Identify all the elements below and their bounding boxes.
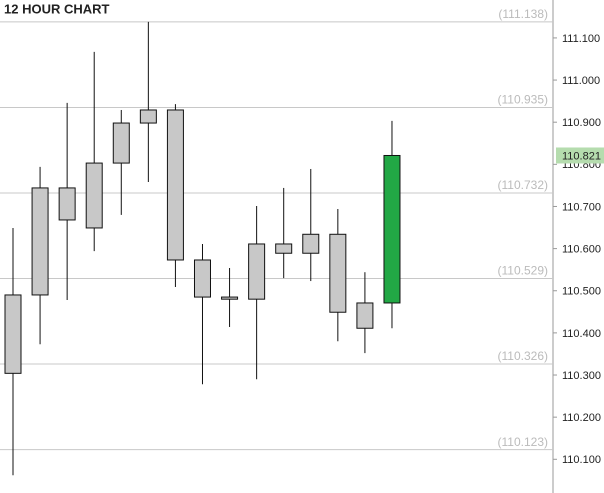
level-label: (110.935) <box>498 93 548 107</box>
level-label: (110.123) <box>498 435 548 449</box>
level-label: (110.732) <box>498 178 548 192</box>
candle-body <box>193 259 211 298</box>
y-tick-label: 111.100 <box>562 33 600 45</box>
candle-body <box>139 109 157 124</box>
level-label: (110.326) <box>498 349 548 363</box>
candle-body <box>58 187 76 221</box>
level-label: (110.529) <box>498 264 548 278</box>
price-tag-label: 110.821 <box>562 150 601 162</box>
y-tick-label: 110.700 <box>562 201 601 213</box>
y-tick-label: 110.400 <box>562 328 601 340</box>
y-tick-label: 111.000 <box>562 75 600 87</box>
candle-body <box>221 296 239 300</box>
y-tick-label: 110.500 <box>562 286 601 298</box>
candle-body <box>248 243 266 300</box>
chart-title: 12 HOUR CHART <box>4 1 110 16</box>
y-tick-label: 110.300 <box>562 370 601 382</box>
y-tick-label: 110.100 <box>562 454 601 466</box>
level-label: (111.138) <box>498 7 548 21</box>
candle-body <box>166 109 184 261</box>
y-tick-label: 110.900 <box>562 117 601 129</box>
candle-body <box>356 302 374 329</box>
candle-body <box>31 187 49 296</box>
candle-body <box>275 243 293 254</box>
candle-body <box>302 233 320 254</box>
candle-body <box>85 162 103 229</box>
candle-body <box>4 294 22 374</box>
y-tick-label: 110.200 <box>562 412 601 424</box>
y-tick-label: 110.600 <box>562 244 601 256</box>
candle-body <box>329 233 347 313</box>
candle-body <box>112 122 130 164</box>
price-tag <box>556 147 604 164</box>
candle-body <box>383 154 401 304</box>
